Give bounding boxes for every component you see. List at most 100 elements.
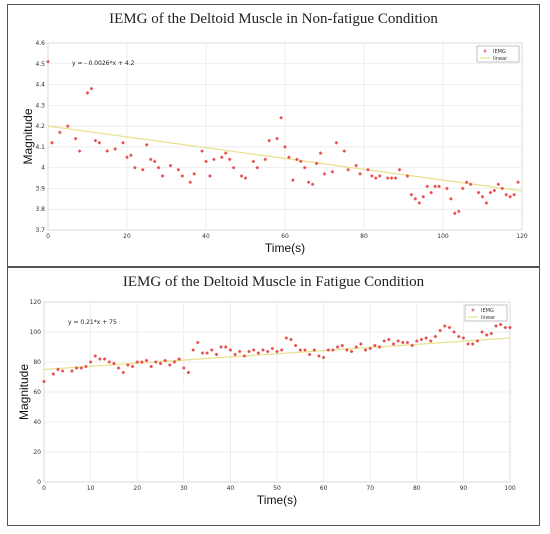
data-point (204, 159, 208, 164)
data-point (283, 145, 287, 149)
data-point (447, 325, 452, 330)
data-point (239, 174, 244, 178)
data-point (56, 367, 60, 372)
data-point (287, 155, 291, 159)
x-tick-label: 20 (123, 233, 131, 240)
data-point (424, 336, 428, 340)
data-point (318, 151, 323, 155)
data-point (266, 349, 270, 354)
trend-line (47, 125, 523, 192)
y-tick-label: 4.3 (35, 102, 45, 109)
data-point (267, 139, 271, 143)
data-point (252, 348, 256, 352)
data-point (461, 186, 465, 191)
data-point (180, 174, 184, 178)
data-point (500, 186, 504, 191)
data-point (228, 157, 232, 161)
data-point (243, 176, 248, 180)
y-tick-label: 20 (33, 449, 41, 456)
data-point (303, 166, 307, 170)
data-point (232, 166, 236, 170)
chart-nonfatigue: 0 20 40 60 80 100 120 3.7 3.8 3.9 4 4.1 4.2 4.3 4.4 4.5… (21, 40, 528, 255)
data-point (397, 168, 402, 172)
data-point (359, 342, 363, 346)
x-axis-label: Time(s) (265, 241, 305, 255)
data-point (61, 369, 65, 373)
data-point (135, 360, 139, 364)
data-point (224, 151, 228, 155)
x-tick-label: 80 (360, 233, 368, 240)
data-point (349, 349, 354, 354)
data-point (89, 360, 93, 364)
chart-panel-fatigue: IEMG of the Deltoid Muscle in Fatigue Co… (7, 267, 540, 526)
data-point (200, 149, 204, 153)
data-point (496, 182, 500, 186)
x-tick-label: 30 (180, 485, 188, 492)
data-point (345, 348, 349, 352)
data-point (394, 176, 398, 180)
data-point (366, 168, 370, 172)
y-tick-label: 60 (33, 389, 41, 396)
data-point (370, 174, 374, 178)
data-point (145, 143, 149, 147)
data-point (141, 168, 145, 172)
data-point (149, 364, 153, 369)
data-point (373, 343, 377, 348)
data-point (476, 191, 481, 195)
data-point (270, 346, 274, 351)
data-point (105, 149, 109, 153)
data-point (163, 358, 167, 363)
data-point (107, 360, 111, 364)
data-point (191, 348, 195, 352)
data-point (280, 348, 284, 352)
data-point (368, 346, 372, 351)
data-point (354, 163, 358, 168)
data-point (129, 153, 133, 157)
data-point (421, 195, 425, 199)
data-point (429, 191, 433, 195)
data-point (461, 336, 465, 340)
data-point (126, 363, 130, 367)
legend-marker (471, 308, 475, 312)
data-point (452, 330, 456, 334)
legend-label: IEMG (481, 308, 494, 314)
data-point (98, 357, 102, 361)
data-point (200, 351, 205, 355)
data-point (378, 174, 382, 178)
data-point (279, 116, 283, 120)
data-point (499, 322, 503, 327)
data-point (387, 337, 391, 342)
data-point (480, 330, 484, 334)
y-tick-label: 100 (30, 329, 42, 336)
data-point (485, 333, 489, 337)
data-point (66, 124, 70, 128)
data-point (374, 176, 378, 180)
x-tick-label: 60 (320, 485, 328, 492)
data-point (112, 361, 116, 366)
data-point (425, 184, 429, 188)
data-point (133, 166, 137, 170)
data-point (469, 182, 473, 186)
y-axis-label: Magnitude (21, 108, 35, 164)
data-point (275, 136, 279, 141)
y-tick-label: 3.8 (35, 206, 45, 213)
data-point (453, 211, 457, 215)
data-point (220, 155, 224, 159)
data-point (256, 351, 260, 355)
y-tick-label: 4.6 (35, 40, 45, 47)
data-point (275, 349, 279, 354)
data-point (196, 340, 200, 345)
data-point (251, 159, 255, 164)
data-point (182, 366, 186, 370)
data-point (307, 180, 311, 184)
data-point (113, 147, 117, 151)
y-tick-label: 3.7 (35, 227, 45, 234)
data-point (335, 345, 340, 349)
y-tick-label: 4.4 (35, 82, 45, 89)
legend-label: IEMG (493, 49, 506, 55)
data-point (160, 174, 165, 178)
y-tick-label: 3.9 (35, 185, 45, 192)
y-tick-label: 4.2 (35, 123, 45, 130)
data-point (471, 342, 475, 346)
data-point (214, 352, 219, 357)
